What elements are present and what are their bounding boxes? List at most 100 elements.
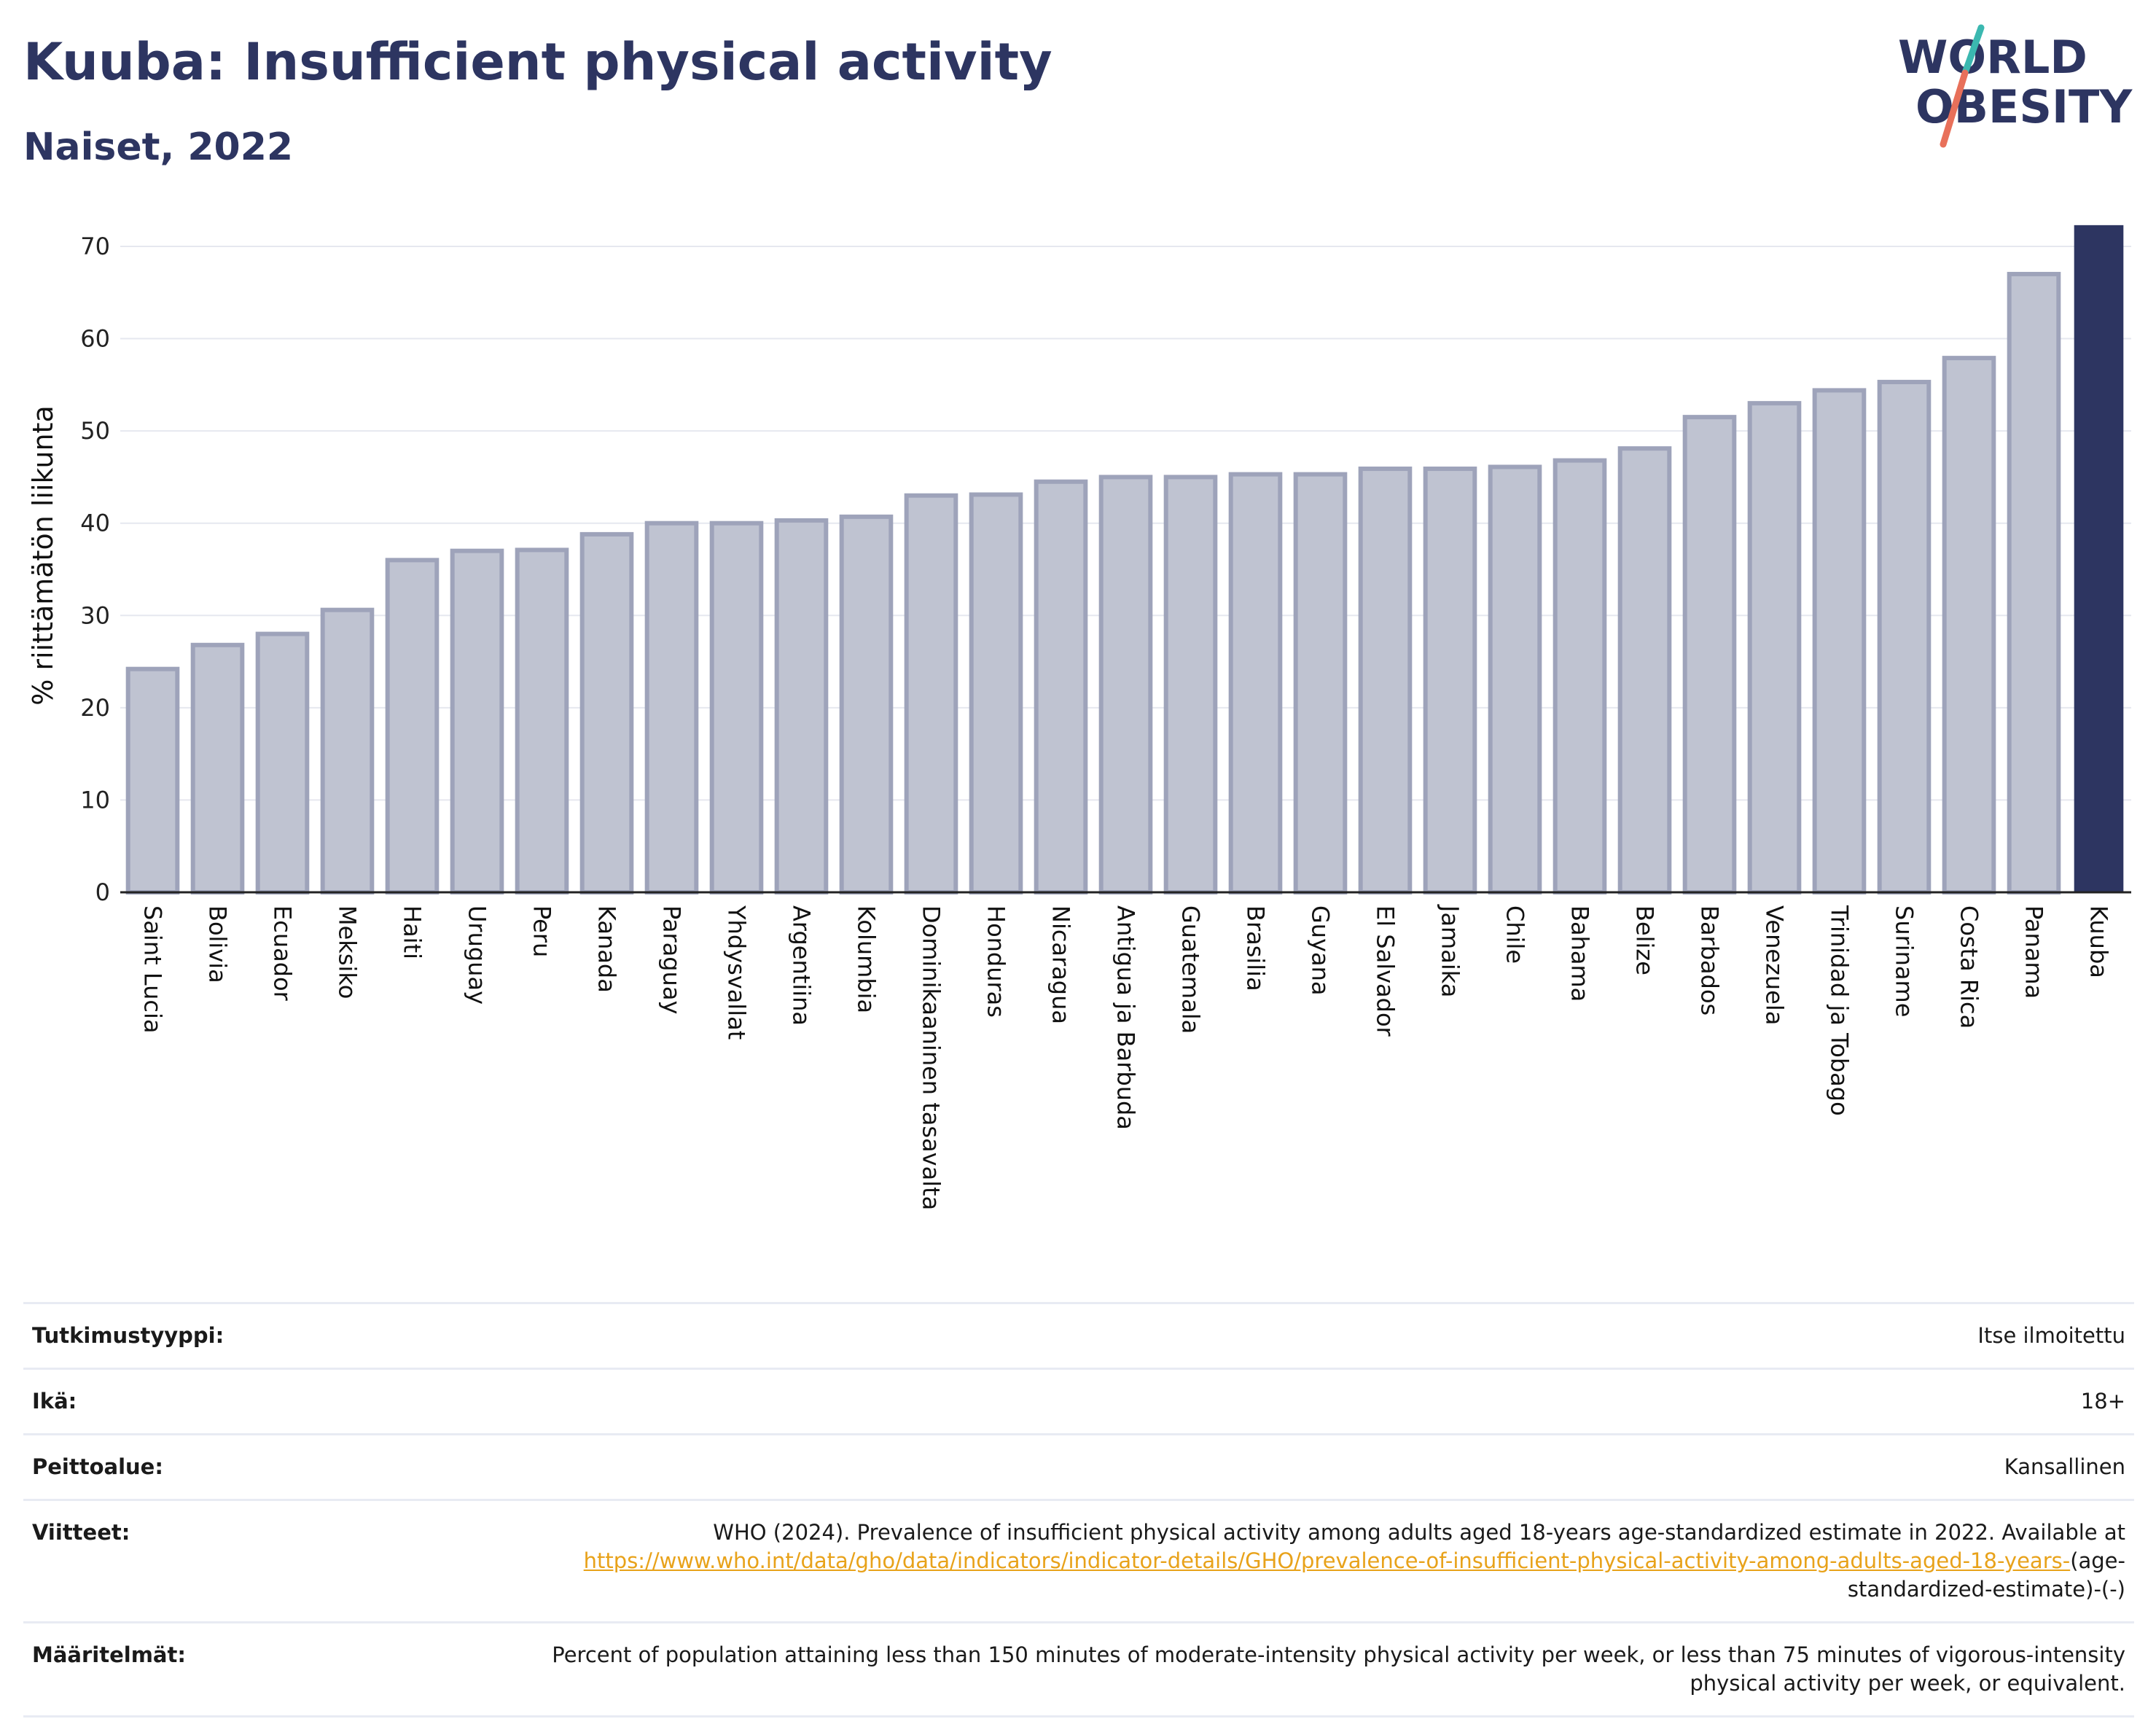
x-category-label: Guatemala xyxy=(1177,905,1205,1034)
y-tick-label: 0 xyxy=(95,878,110,906)
x-category-label: Jamaika xyxy=(1437,904,1464,997)
x-category-label: Kanada xyxy=(593,905,621,993)
bar-venezuela xyxy=(1747,401,1802,894)
x-category-label: Ecuador xyxy=(269,905,297,1002)
x-category-label: Saint Lucia xyxy=(139,905,167,1033)
bar-belize xyxy=(1617,446,1672,894)
chart-title: Kuuba: Insufficient physical activity xyxy=(23,32,1052,92)
bar-ecuador xyxy=(255,631,310,894)
bar-barbados xyxy=(1682,415,1737,894)
bar-meksiko xyxy=(320,607,375,894)
bar-saint-lucia xyxy=(125,666,180,894)
meta-label: Viitteet: xyxy=(32,1520,130,1545)
x-category-label: Panama xyxy=(2020,905,2048,999)
bar-peru xyxy=(515,547,569,894)
bar-costa-rica xyxy=(1942,356,1996,894)
x-category-label: Suriname xyxy=(1891,905,1918,1017)
meta-value-text: Itse ilmoitettu xyxy=(1977,1323,2125,1348)
meta-value: Kansallinen xyxy=(2004,1453,2125,1481)
bar-antigua-ja-barbuda xyxy=(1098,475,1153,894)
meta-value-text: Kansallinen xyxy=(2004,1454,2125,1479)
bar-kolumbia xyxy=(839,514,894,894)
x-category-label: Meksiko xyxy=(334,905,362,999)
world-obesity-logo: WORLD OBESITY xyxy=(1898,24,2133,148)
x-category-label: Guyana xyxy=(1307,905,1335,996)
meta-value: Percent of population attaining less tha… xyxy=(485,1641,2125,1698)
x-category-label: El Salvador xyxy=(1372,905,1399,1037)
bar-bahama xyxy=(1552,458,1607,894)
x-category-label: Kuuba xyxy=(2085,905,2113,978)
meta-label: Tutkimustyyppi: xyxy=(32,1323,224,1348)
x-category-label: Argentiina xyxy=(788,905,816,1026)
x-category-label: Honduras xyxy=(983,905,1010,1018)
bar-chart: 0 10 20 30 40 50 60 70 Saint Lucia Bolivia Ecuado… xyxy=(27,225,2131,1210)
bar-bolivia xyxy=(190,642,245,894)
x-category-label: Belize xyxy=(1631,905,1659,975)
y-axis-ticks: 0 10 20 30 40 50 60 70 xyxy=(80,233,110,906)
bar-suriname xyxy=(1877,380,1932,894)
bar-nicaragua xyxy=(1034,479,1088,894)
bar-uruguay xyxy=(450,548,504,894)
x-category-label: Dominikaaninen tasavalta xyxy=(918,905,945,1210)
bar-guyana xyxy=(1293,472,1348,894)
meta-value: WHO (2024). Prevalence of insufficient p… xyxy=(485,1518,2125,1604)
meta-value: Itse ilmoitettu xyxy=(1977,1322,2125,1350)
logo-line1: WORLD xyxy=(1898,31,2087,84)
meta-row: Peittoalue: Kansallinen xyxy=(23,1433,2134,1499)
x-category-label: Yhdysvallat xyxy=(723,905,751,1040)
meta-label: Määritelmät: xyxy=(32,1642,186,1667)
meta-label: Peittoalue: xyxy=(32,1454,163,1479)
bar-panama xyxy=(2007,271,2061,894)
meta-row: Ikä: 18+ xyxy=(23,1368,2134,1433)
bar-paraguay xyxy=(644,520,699,894)
y-tick-label: 20 xyxy=(80,694,110,722)
x-category-label: Bahama xyxy=(1566,905,1594,1002)
x-category-label: Costa Rica xyxy=(1956,905,1983,1029)
bar-kuuba xyxy=(2074,225,2124,893)
bar-brasilia xyxy=(1228,472,1283,894)
x-category-label: Chile xyxy=(1501,905,1529,964)
x-category-label: Trinidad ja Tobago xyxy=(1826,905,1854,1116)
bar-argentiina xyxy=(774,518,829,894)
y-tick-label: 30 xyxy=(80,601,110,629)
x-category-label: Uruguay xyxy=(464,905,491,1005)
bar-el-salvador xyxy=(1358,467,1413,894)
bar-honduras xyxy=(969,492,1023,894)
x-category-label: Bolivia xyxy=(204,905,232,983)
bar-trinidad-ja-tobago xyxy=(1812,388,1867,894)
bars xyxy=(125,225,2124,895)
y-tick-label: 40 xyxy=(80,510,110,537)
bar-dominikaaninen-tasavalta xyxy=(904,493,958,894)
meta-value-text: WHO (2024). Prevalence of insufficient p… xyxy=(713,1520,2125,1545)
x-category-label: Brasilia xyxy=(1242,905,1270,991)
y-tick-label: 10 xyxy=(80,786,110,814)
bar-yhdysvallat xyxy=(709,520,764,894)
x-category-label: Venezuela xyxy=(1761,905,1789,1025)
bar-jamaika xyxy=(1423,467,1477,894)
meta-row: Tutkimustyyppi: Itse ilmoitettu xyxy=(23,1302,2134,1368)
logo-slash-teal xyxy=(1961,24,1985,77)
meta-label: Ikä: xyxy=(32,1389,77,1414)
x-category-label: Kolumbia xyxy=(853,905,880,1013)
x-category-label: Nicaragua xyxy=(1047,905,1075,1024)
meta-row: Viitteet: WHO (2024). Prevalence of insuf… xyxy=(23,1499,2134,1621)
reference-link[interactable]: https://www.who.int/data/gho/data/indica… xyxy=(583,1548,2071,1573)
chart-subtitle: Naiset, 2022 xyxy=(23,125,294,169)
meta-value-text: Percent of population attaining less tha… xyxy=(552,1642,2125,1696)
bar-kanada xyxy=(579,531,634,895)
meta-row: Määritelmät: Percent of population attain… xyxy=(23,1621,2134,1718)
logo-slash-coral xyxy=(1940,69,1969,148)
x-category-label: Haiti xyxy=(399,905,426,959)
metadata-table: Tutkimustyyppi: Itse ilmoitettu Ikä: 18+ Pei… xyxy=(23,1302,2134,1718)
y-tick-label: 70 xyxy=(80,233,110,260)
meta-value-suffix: (age-standardized-estimate)-(-) xyxy=(1847,1548,2125,1602)
bar-guatemala xyxy=(1163,475,1218,894)
y-axis-title: % riittämätön liikunta xyxy=(27,405,59,706)
x-category-label: Peru xyxy=(528,905,556,957)
bar-haiti xyxy=(385,558,440,895)
bar-chile xyxy=(1488,464,1542,894)
y-tick-label: 50 xyxy=(80,417,110,445)
x-axis-labels: Saint Lucia Bolivia Ecuador Meksiko Haiti Uru… xyxy=(139,904,2113,1210)
x-category-label: Barbados xyxy=(1696,905,1724,1015)
x-category-label: Paraguay xyxy=(658,905,686,1014)
